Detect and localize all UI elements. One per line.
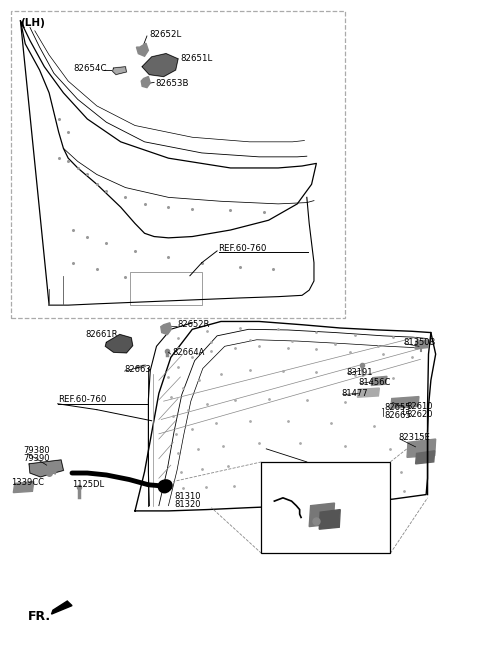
Text: 82652R: 82652R (177, 320, 209, 329)
Text: 1125DL: 1125DL (72, 480, 104, 489)
Polygon shape (319, 510, 340, 529)
Text: 82663: 82663 (124, 365, 151, 374)
Text: 82654C: 82654C (73, 64, 107, 73)
Text: 81456C: 81456C (359, 378, 391, 387)
Polygon shape (51, 601, 72, 614)
Text: 91651: 91651 (309, 498, 336, 507)
Polygon shape (106, 335, 132, 353)
Text: 81350B: 81350B (403, 338, 435, 347)
Text: 813F2: 813F2 (286, 478, 312, 487)
Polygon shape (29, 460, 63, 477)
Polygon shape (358, 388, 379, 398)
Polygon shape (407, 439, 436, 457)
Text: 82652L: 82652L (149, 30, 181, 39)
Text: 79390: 79390 (24, 454, 50, 463)
Polygon shape (415, 340, 429, 349)
Text: FR.: FR. (28, 610, 51, 623)
Text: 83191: 83191 (346, 368, 372, 377)
Polygon shape (161, 323, 171, 335)
Polygon shape (371, 377, 387, 386)
Polygon shape (309, 503, 335, 527)
Bar (11, 11, 345, 318)
Text: 82651L: 82651L (180, 54, 213, 64)
Text: (LH): (LH) (21, 18, 45, 28)
Text: 82655: 82655 (384, 403, 410, 412)
Polygon shape (391, 397, 419, 408)
Text: 82610: 82610 (406, 402, 432, 411)
Polygon shape (13, 482, 34, 493)
Text: 82664A: 82664A (172, 348, 204, 357)
Text: 82665: 82665 (384, 411, 411, 420)
Text: 813F1: 813F1 (286, 470, 312, 479)
Text: 79380: 79380 (24, 446, 50, 455)
Polygon shape (113, 67, 126, 75)
Text: 1339CC: 1339CC (11, 478, 44, 487)
Polygon shape (142, 54, 178, 77)
Text: 82620: 82620 (406, 410, 432, 419)
Text: 82661R: 82661R (85, 330, 118, 339)
Text: 813D1: 813D1 (268, 488, 295, 497)
Polygon shape (141, 77, 150, 88)
Text: 813D2: 813D2 (268, 496, 295, 505)
Text: 81477: 81477 (341, 389, 368, 398)
Text: 81310: 81310 (174, 492, 201, 501)
Text: 82653B: 82653B (155, 79, 189, 87)
Text: REF.60-760: REF.60-760 (218, 244, 267, 253)
Bar (262, 462, 390, 554)
Text: 82315E: 82315E (398, 432, 430, 441)
Polygon shape (416, 451, 435, 464)
Bar (130, 272, 202, 305)
Text: 81320: 81320 (174, 500, 201, 509)
Polygon shape (136, 43, 148, 56)
Text: REF.60-760: REF.60-760 (58, 396, 106, 404)
